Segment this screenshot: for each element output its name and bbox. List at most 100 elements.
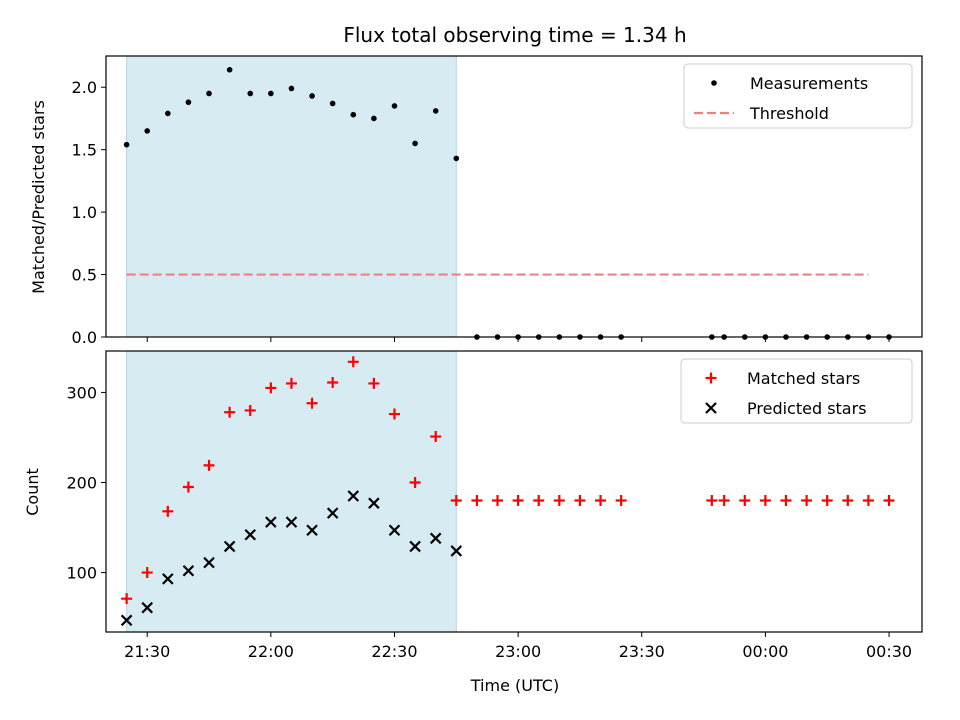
data-point <box>368 497 380 509</box>
data-point <box>244 528 257 541</box>
data-point <box>347 490 360 502</box>
data-point <box>388 524 401 537</box>
data-point <box>409 540 421 553</box>
y-tick-label: 100 <box>66 564 97 583</box>
data-point <box>306 397 318 409</box>
legend: Matched stars Predicted stars <box>680 358 913 424</box>
legend-swatch <box>711 80 717 86</box>
legend-label: Threshold <box>749 104 829 123</box>
data-point <box>780 495 792 507</box>
data-point <box>268 90 274 97</box>
data-point <box>121 593 133 605</box>
data-point <box>123 141 130 148</box>
x-tick-label: 22:00 <box>248 642 294 661</box>
legend-box <box>680 358 913 424</box>
data-point <box>883 495 895 507</box>
data-point <box>706 495 718 507</box>
data-point <box>432 108 439 114</box>
observing-window-shade <box>126 350 457 633</box>
data-point <box>223 540 236 553</box>
data-point <box>368 377 380 389</box>
data-point <box>265 382 277 394</box>
data-point <box>471 495 483 507</box>
axes-frame <box>105 55 923 338</box>
y-tick-label: 200 <box>66 473 97 492</box>
axes-frame <box>105 350 923 633</box>
y-axis-label-bottom: Count <box>23 468 42 516</box>
data-point <box>120 614 133 627</box>
data-point <box>144 128 151 134</box>
x-tick-label: 21:30 <box>124 642 170 661</box>
data-point <box>347 356 359 368</box>
legend-swatch <box>705 402 717 414</box>
data-point <box>185 99 192 106</box>
data-point <box>595 495 607 507</box>
data-point <box>574 495 586 507</box>
data-point <box>162 573 174 585</box>
legend-label: Predicted stars <box>747 399 867 418</box>
legend-label: Matched stars <box>747 369 860 388</box>
data-point <box>801 495 813 507</box>
data-point <box>182 564 195 577</box>
data-point <box>285 377 297 389</box>
data-point <box>429 532 442 545</box>
x-tick-label: 23:00 <box>495 642 541 661</box>
data-point <box>203 459 215 471</box>
x-axis-label: Time (UTC) <box>470 676 559 695</box>
data-point <box>182 481 194 493</box>
data-point <box>821 495 833 507</box>
x-tick-label: 22:30 <box>371 642 417 661</box>
data-point <box>409 476 421 488</box>
data-point <box>141 601 153 614</box>
data-point <box>327 377 339 389</box>
plot-layer: 0.0 0.5 1.0 1.5 2.0 Measurements Threshold 21:3… <box>66 55 923 661</box>
data-point <box>165 110 171 117</box>
data-point <box>553 495 565 507</box>
data-point <box>203 556 215 569</box>
observing-window-shade <box>126 55 457 338</box>
data-point <box>718 495 730 507</box>
series-predicted-stars <box>120 490 463 627</box>
x-tick-label: 23:30 <box>619 642 665 661</box>
data-point <box>309 93 315 99</box>
data-point <box>492 495 504 507</box>
y-tick-label: 0.0 <box>72 328 97 347</box>
y-tick-label: 1.0 <box>72 203 97 222</box>
x-tick-label: 00:30 <box>866 642 912 661</box>
series-matched-stars <box>121 356 895 605</box>
data-point <box>388 408 400 420</box>
data-point <box>739 495 751 507</box>
legend-label: Measurements <box>750 74 868 93</box>
data-point <box>285 516 298 528</box>
chart-title: Flux total observing time = 1.34 h <box>343 23 686 47</box>
data-point <box>247 90 254 97</box>
data-point <box>512 495 524 507</box>
y-tick-label: 0.5 <box>72 266 97 285</box>
data-point <box>244 404 256 416</box>
data-point <box>329 100 336 107</box>
data-point <box>206 90 212 97</box>
data-point <box>224 406 236 418</box>
data-point <box>391 103 398 109</box>
data-point <box>162 505 174 517</box>
data-point <box>326 507 339 519</box>
x-tick-label: 00:00 <box>742 642 788 661</box>
legend-swatch <box>705 372 717 384</box>
data-point <box>265 516 277 528</box>
data-point <box>533 495 545 507</box>
data-point <box>450 545 463 557</box>
data-point <box>350 111 357 118</box>
legend: Measurements Threshold <box>683 63 913 129</box>
data-point <box>288 85 295 92</box>
data-point <box>141 567 153 579</box>
data-point <box>842 495 854 507</box>
data-point <box>371 115 377 122</box>
y-axis-label-top: Matched/Predicted stars <box>29 100 48 294</box>
y-tick-label: 1.5 <box>72 141 97 160</box>
data-point <box>862 495 874 507</box>
legend-box <box>683 63 913 129</box>
data-point <box>412 140 418 147</box>
data-point <box>453 155 460 162</box>
data-point <box>226 66 233 73</box>
